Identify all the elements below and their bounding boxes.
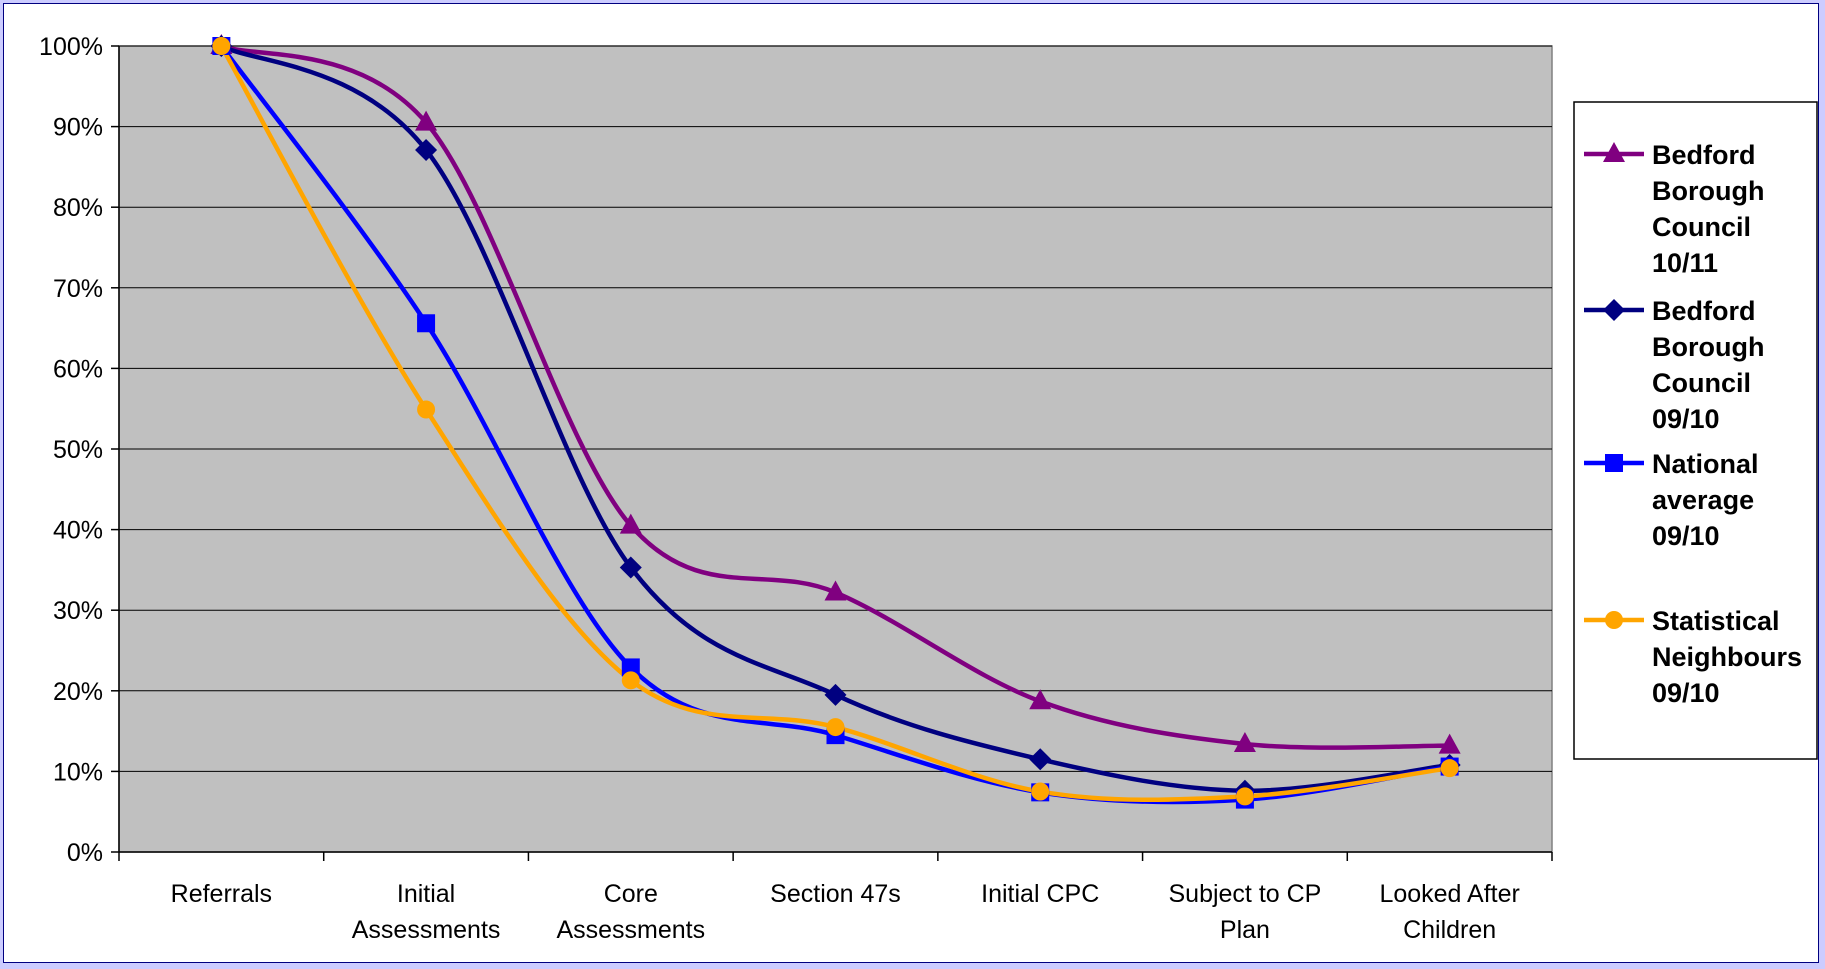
y-tick-label: 0% — [67, 839, 103, 867]
legend-entry-line: average — [1652, 485, 1754, 515]
legend-entry-3: National average 09/10 — [1652, 449, 1759, 551]
y-tick-label: 30% — [53, 597, 103, 625]
x-tick-label: Initial CPC — [981, 880, 1099, 908]
series-3-point — [417, 314, 436, 333]
series-line-3 — [219, 44, 1450, 805]
series-4-point — [212, 37, 231, 55]
series-markers — [210, 34, 1461, 809]
series-1-point — [824, 580, 847, 601]
line-chart: 0% 10% 20% 30% 40% 50% 60% 70% 80% 90% 100% Referr… — [39, 33, 1818, 944]
legend-entry-line: Council — [1652, 368, 1751, 398]
series-4-point — [1235, 787, 1254, 806]
x-tick-label-line: Initial CPC — [981, 880, 1099, 908]
series-line-4 — [219, 44, 1450, 803]
legend-entry-2: Bedford Borough Council 09/10 — [1652, 296, 1764, 434]
legend-entry-line: 10/11 — [1652, 248, 1718, 278]
series-1-point — [619, 513, 642, 534]
y-tick-label: 60% — [53, 355, 103, 383]
legend-entry-line: Bedford — [1652, 296, 1756, 326]
legend-entry-line: 09/10 — [1652, 521, 1720, 551]
y-tick-label: 50% — [53, 436, 103, 464]
x-tick-label-line: Assessments — [352, 916, 501, 944]
legend-entry-line: Bedford — [1652, 140, 1756, 170]
legend: Bedford Borough Council 10/11 Bedford Borough… — [1573, 101, 1818, 760]
x-axis-tick-labels: Referrals Initial Assessments Core Assessmen… — [171, 880, 1520, 944]
series-1-point — [1029, 689, 1052, 710]
y-tick-label: 70% — [53, 275, 103, 303]
x-tick-label-line: Section 47s — [770, 880, 901, 908]
legend-entry-line: Borough — [1652, 332, 1764, 362]
series-4-point — [621, 671, 640, 690]
x-tick-label-line: Subject to CP — [1168, 880, 1321, 908]
legend-marker-4 — [1605, 611, 1623, 629]
series-4-point — [826, 718, 845, 737]
x-tick-label-line: Children — [1403, 916, 1496, 944]
y-axis-tick-labels: 0% 10% 20% 30% 40% 50% 60% 70% 80% 90% 100% — [39, 33, 103, 867]
x-tick-label-line: Plan — [1220, 916, 1270, 944]
legend-marker-3 — [1605, 454, 1623, 472]
series-1-point — [1438, 733, 1461, 754]
x-tick-label: Referrals — [171, 880, 272, 908]
y-tick-label: 80% — [53, 194, 103, 222]
legend-entry-line: Borough — [1652, 176, 1764, 206]
axes — [111, 45, 1553, 861]
series-2-point — [824, 683, 847, 706]
x-tick-label: Section 47s — [770, 880, 901, 908]
legend-box — [1573, 101, 1818, 760]
x-tick-label: Initial Assessments — [352, 880, 501, 944]
y-tick-label: 90% — [53, 114, 103, 142]
x-tick-label-line: Looked After — [1379, 880, 1519, 908]
y-tick-label: 10% — [53, 758, 103, 786]
x-tick-label: Looked After Children — [1379, 880, 1519, 944]
series-4-point — [417, 400, 436, 419]
legend-entry-line: Statistical — [1652, 606, 1780, 636]
legend-entry-line: 09/10 — [1652, 678, 1720, 708]
series-3-point — [621, 658, 640, 677]
legend-entry-line: Council — [1652, 212, 1751, 242]
x-tick-label-line: Core — [604, 880, 658, 908]
legend-entry-line: National — [1652, 449, 1759, 479]
x-tick-label: Core Assessments — [556, 880, 705, 944]
series-1-point — [415, 110, 438, 131]
legend-marker-2 — [1603, 299, 1625, 321]
series-2-point — [619, 556, 642, 579]
series-2-point — [415, 138, 438, 161]
series-1-point — [1233, 731, 1256, 752]
legend-entry-1: Bedford Borough Council 10/11 — [1652, 140, 1764, 278]
gridlines — [119, 45, 1552, 772]
x-tick-label-line: Referrals — [171, 880, 272, 908]
legend-entry-4: Statistical Neighbours 09/10 — [1652, 606, 1802, 708]
chart-frame: 0% 10% 20% 30% 40% 50% 60% 70% 80% 90% 100% Referr… — [3, 3, 1819, 963]
series-2-point — [1029, 748, 1052, 771]
x-tick-label: Subject to CP Plan — [1168, 880, 1321, 944]
y-tick-label: 100% — [39, 33, 103, 61]
series-4-point — [1440, 759, 1459, 778]
legend-entry-line: Neighbours — [1652, 642, 1802, 672]
legend-marker-1 — [1603, 142, 1625, 162]
y-tick-label: 40% — [53, 517, 103, 545]
x-tick-label-line: Assessments — [556, 916, 705, 944]
series-4-point — [1031, 782, 1050, 801]
x-tick-label-line: Initial — [397, 880, 455, 908]
y-tick-label: 20% — [53, 678, 103, 706]
legend-entry-line: 09/10 — [1652, 404, 1720, 434]
